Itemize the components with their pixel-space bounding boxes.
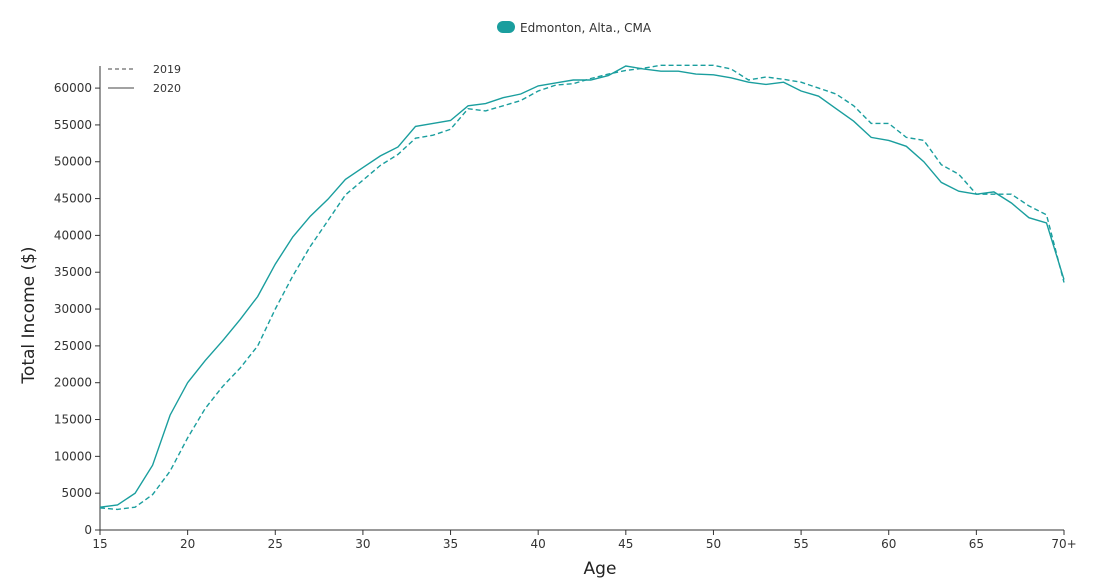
y-tick: 0 xyxy=(84,523,100,537)
y-tick-label: 0 xyxy=(84,523,92,537)
y-tick: 45000 xyxy=(54,192,100,206)
x-tick-label: 65 xyxy=(969,537,984,551)
x-tick-label: 55 xyxy=(793,537,808,551)
x-tick-label: 60 xyxy=(881,537,896,551)
legend-label-2020: 2020 xyxy=(153,82,181,95)
x-tick: 20 xyxy=(180,530,195,551)
series-line-2020[interactable] xyxy=(99,65,1065,508)
y-tick-label: 50000 xyxy=(54,155,92,169)
x-tick: 55 xyxy=(793,530,809,551)
y-tick: 55000 xyxy=(54,118,100,132)
x-tick-label: 25 xyxy=(268,537,283,551)
x-axis-title: Age xyxy=(584,559,617,579)
legend-series[interactable]: Edmonton, Alta., CMA xyxy=(497,21,652,35)
y-tick: 10000 xyxy=(54,449,100,463)
x-tick: 60 xyxy=(881,530,896,551)
x-tick: 70+ xyxy=(1051,530,1077,551)
y-tick: 50000 xyxy=(54,155,100,169)
x-tick: 25 xyxy=(268,530,283,551)
y-tick: 60000 xyxy=(54,81,100,95)
x-tick-label: 20 xyxy=(180,537,195,551)
y-tick-label: 20000 xyxy=(54,376,92,390)
x-tick-label: 35 xyxy=(443,537,458,551)
legend-swatch xyxy=(497,21,515,33)
y-axis: 0 5000 10000 15000 20000 25000 30000 35000 40000… xyxy=(54,66,101,537)
y-tick: 5000 xyxy=(61,486,100,500)
x-tick-label: 50 xyxy=(706,537,721,551)
y-tick: 15000 xyxy=(54,413,100,427)
x-tick-label: 30 xyxy=(355,537,370,551)
y-tick: 20000 xyxy=(54,376,100,390)
line-style-legend: 2019 2020 xyxy=(108,63,181,95)
y-tick-label: 5000 xyxy=(61,486,92,500)
x-tick: 35 xyxy=(443,530,458,551)
y-tick-label: 30000 xyxy=(54,302,92,316)
x-tick: 65 xyxy=(969,530,984,551)
x-tick-label: 45 xyxy=(618,537,633,551)
y-tick-label: 55000 xyxy=(54,118,92,132)
x-tick-label: 40 xyxy=(531,537,546,551)
x-tick: 30 xyxy=(355,530,371,551)
y-tick-label: 40000 xyxy=(54,228,92,242)
y-tick-label: 10000 xyxy=(54,449,92,463)
series-line-2019[interactable] xyxy=(99,64,1065,511)
x-tick-label: 70+ xyxy=(1051,537,1076,551)
y-tick-label: 35000 xyxy=(54,265,92,279)
y-tick: 35000 xyxy=(54,265,100,279)
y-tick: 25000 xyxy=(54,339,100,353)
y-tick-label: 45000 xyxy=(54,192,92,206)
y-tick: 30000 xyxy=(54,302,100,316)
x-tick: 40 xyxy=(531,530,546,551)
legend-label: Edmonton, Alta., CMA xyxy=(520,21,652,35)
x-tick: 50 xyxy=(706,530,721,551)
legend-label-2019: 2019 xyxy=(153,63,181,76)
x-tick: 15 xyxy=(92,530,108,551)
y-axis-title: Total Income ($) xyxy=(19,246,39,384)
x-tick: 45 xyxy=(618,530,633,551)
y-tick-label: 60000 xyxy=(54,81,92,95)
series-lines xyxy=(99,64,1065,511)
x-tick-label: 15 xyxy=(92,537,107,551)
x-axis: 15 20 25 30 35 40 45 50 55 60 65 70+ xyxy=(92,529,1077,551)
y-tick-label: 15000 xyxy=(54,413,92,427)
y-tick-label: 25000 xyxy=(54,339,92,353)
y-tick: 40000 xyxy=(54,228,100,242)
